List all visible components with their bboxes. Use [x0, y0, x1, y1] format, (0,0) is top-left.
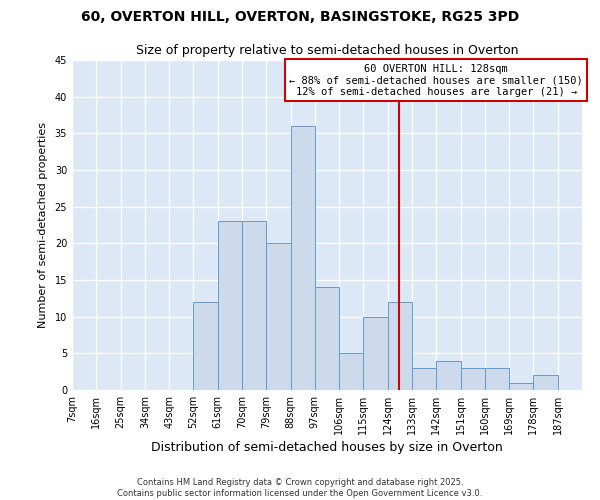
Title: Size of property relative to semi-detached houses in Overton: Size of property relative to semi-detach…	[136, 44, 518, 58]
Bar	[193, 302, 218, 390]
Bar	[364, 316, 388, 390]
Bar	[533, 376, 558, 390]
Bar	[509, 382, 533, 390]
X-axis label: Distribution of semi-detached houses by size in Overton: Distribution of semi-detached houses by …	[151, 441, 503, 454]
Text: Contains HM Land Registry data © Crown copyright and database right 2025.
Contai: Contains HM Land Registry data © Crown c…	[118, 478, 482, 498]
Bar	[315, 288, 339, 390]
Y-axis label: Number of semi-detached properties: Number of semi-detached properties	[38, 122, 47, 328]
Text: 60, OVERTON HILL, OVERTON, BASINGSTOKE, RG25 3PD: 60, OVERTON HILL, OVERTON, BASINGSTOKE, …	[81, 10, 519, 24]
Bar	[218, 222, 242, 390]
Bar	[388, 302, 412, 390]
Bar	[266, 244, 290, 390]
Bar	[290, 126, 315, 390]
Bar	[436, 360, 461, 390]
Bar	[242, 222, 266, 390]
Bar	[461, 368, 485, 390]
Text: 60 OVERTON HILL: 128sqm
← 88% of semi-detached houses are smaller (150)
12% of s: 60 OVERTON HILL: 128sqm ← 88% of semi-de…	[289, 64, 583, 97]
Bar	[339, 354, 364, 390]
Bar	[485, 368, 509, 390]
Bar	[412, 368, 436, 390]
